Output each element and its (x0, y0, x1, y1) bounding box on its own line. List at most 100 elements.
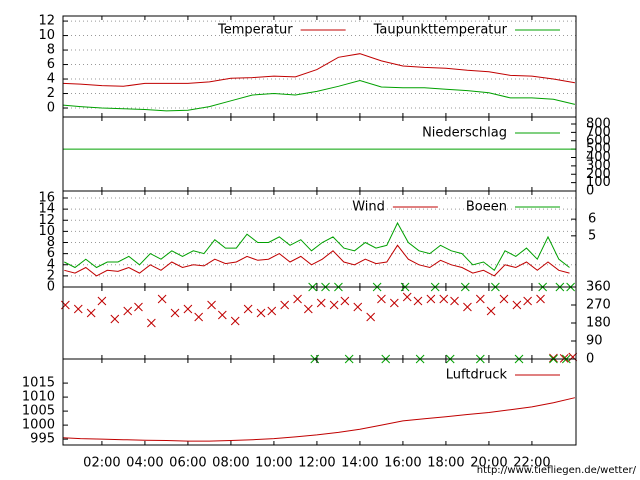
scatter-point (157, 294, 167, 304)
y-tick-label: 8 (47, 235, 55, 250)
scatter-point (303, 304, 313, 314)
x-tick-label: 04:00 (126, 456, 163, 471)
y-tick-label: 10 (38, 28, 55, 43)
y-tick-label: 4 (47, 72, 55, 87)
scatter-point (413, 296, 423, 306)
y-tick-label: 995 (30, 432, 55, 447)
legend-label: Boeen (466, 200, 507, 215)
scatter-point (207, 300, 216, 310)
scatter-point (366, 312, 376, 322)
y-tick-label: 360 (586, 280, 611, 295)
y-tick-label: 0 (47, 280, 55, 295)
y-tick-label: 8 (47, 43, 55, 58)
scatter-point (280, 300, 290, 310)
scatter-point (426, 294, 436, 304)
panel-frame (62, 358, 577, 446)
legend-label: Niederschlag (422, 126, 507, 141)
x-tick-label: 18:00 (427, 456, 464, 471)
scatter-point (256, 308, 266, 318)
y-tick-label: 500 (586, 142, 611, 157)
x-tick-label: 22:00 (513, 456, 550, 471)
y-tick-label: 10 (38, 224, 55, 239)
scatter-point (499, 294, 509, 304)
scatter-point (183, 304, 193, 314)
scatter-point (147, 318, 156, 328)
x-tick-label: 12:00 (298, 456, 335, 471)
series-line (63, 397, 576, 442)
y-tick-label: 100 (586, 175, 611, 190)
scatter-point (463, 302, 472, 312)
scatter-point (536, 294, 545, 304)
scatter-point (329, 300, 339, 310)
scatter-point (512, 300, 522, 310)
y-tick-label: 400 (586, 150, 611, 165)
y-tick-label: 6 (47, 246, 55, 261)
y-tick-label: 12 (38, 14, 55, 29)
y-tick-label: 16 (38, 191, 55, 206)
scatter-point (316, 298, 326, 308)
scatter-point (134, 302, 143, 312)
y-tick-label: 800 (586, 117, 611, 132)
scatter-point (450, 296, 459, 306)
scatter-point (523, 296, 532, 306)
scatter-point (486, 306, 496, 316)
y-tick-label: 12 (38, 213, 55, 228)
x-tick-label: 10:00 (255, 456, 292, 471)
scatter-point (340, 296, 350, 306)
series-line (64, 221, 570, 272)
y-tick-label: 180 (586, 316, 611, 331)
y-tick-label: 4 (47, 257, 55, 272)
scatter-point (230, 316, 240, 326)
scatter-point (353, 302, 363, 312)
legend-label: Wind (352, 200, 385, 215)
y-tick-label: 0 (586, 184, 594, 199)
footer-url: http://www.tiefliegen.de/wetter/ (477, 465, 637, 476)
y-tick-label: 2 (47, 86, 55, 101)
scatter-point (170, 308, 180, 318)
y-tick-label: 600 (586, 133, 611, 148)
x-tick-label: 20:00 (470, 456, 507, 471)
y-tick-label: 90 (586, 334, 603, 349)
x-tick-label: 06:00 (169, 456, 206, 471)
scatter-point (549, 353, 558, 363)
scatter-point (389, 298, 399, 308)
scatter-point (475, 294, 485, 304)
x-tick-label: 02:00 (83, 456, 120, 471)
y-tick-label: 700 (586, 125, 611, 140)
scatter-point (217, 310, 227, 320)
scatter-point (194, 312, 204, 322)
y-tick-label: 300 (586, 158, 611, 173)
scatter-point (110, 314, 120, 324)
y-tick-label: 2 (47, 268, 55, 283)
series-line (63, 79, 576, 112)
scatter-point (559, 354, 569, 363)
x-tick-label: 14:00 (341, 456, 378, 471)
y-tick-label: 1010 (22, 390, 55, 405)
series-line (64, 244, 570, 277)
y-tick-label: 0 (47, 101, 55, 116)
scatter-point (568, 352, 578, 362)
x-tick-label: 08:00 (212, 456, 249, 471)
scatter-point (86, 308, 96, 318)
y-tick-label: 1015 (22, 376, 55, 391)
y-tick-label: 14 (38, 202, 55, 217)
y2-tick-label: 6 (588, 212, 596, 227)
scatter-point (377, 294, 386, 304)
scatter-point (97, 296, 107, 306)
scatter-point (267, 306, 277, 316)
scatter-point (402, 292, 412, 302)
scatter-point (293, 294, 302, 304)
x-tick-label: 16:00 (384, 456, 421, 471)
legend-label: Taupunkttemperatur (373, 23, 508, 38)
scatter-point (243, 304, 253, 314)
y-tick-label: 6 (47, 57, 55, 72)
series-line (63, 53, 575, 87)
y-tick-label: 270 (586, 298, 611, 313)
legend-label: Luftdruck (446, 368, 508, 383)
y-tick-label: 1005 (22, 404, 55, 419)
y-tick-label: 1000 (22, 418, 55, 433)
scatter-point (439, 294, 449, 304)
legend-label: Temperatur (217, 23, 293, 38)
